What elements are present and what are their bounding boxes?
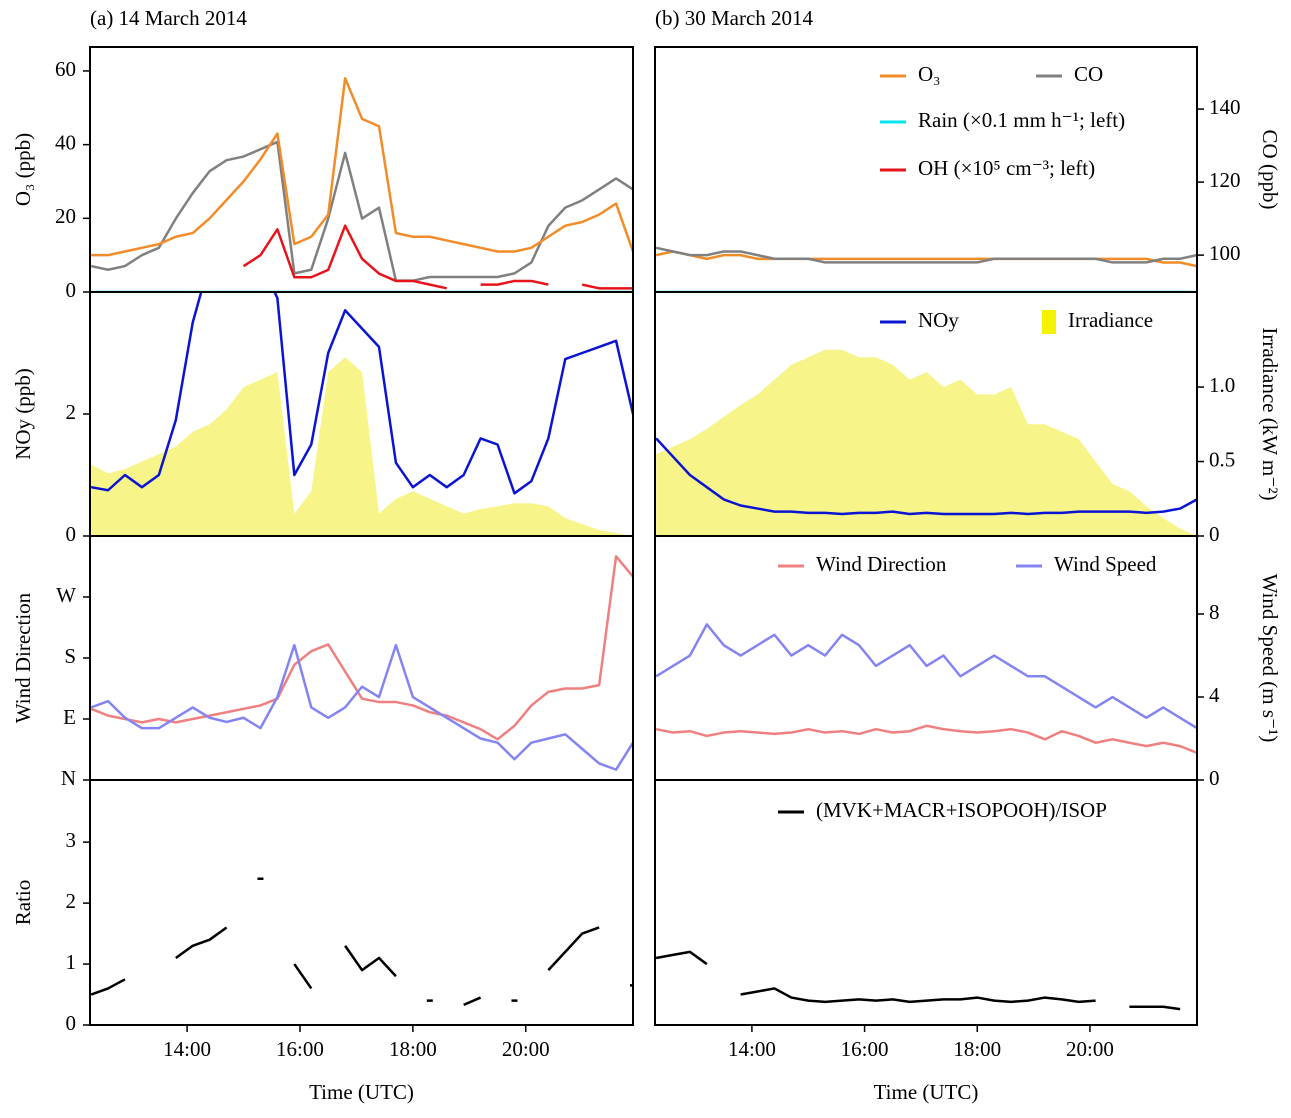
y-tick-label: N <box>61 766 76 790</box>
x-tick-label: 14:00 <box>163 1037 211 1061</box>
y2-tick-label: 4 <box>1209 683 1220 707</box>
y-tick-label: 0 <box>66 522 77 546</box>
series-line <box>90 140 633 282</box>
legend-label: NOy <box>918 308 959 332</box>
series-line <box>175 926 228 959</box>
panel-title: (a) 14 March 2014 <box>90 6 247 30</box>
series-line <box>1129 1005 1181 1011</box>
y2-tick-label: 0.5 <box>1209 447 1235 471</box>
legend-swatch <box>1042 310 1056 334</box>
y2-tick-label: 0 <box>1209 522 1220 546</box>
y-tick-label: 60 <box>55 57 76 81</box>
legend-label: Irradiance <box>1068 308 1153 332</box>
irradiance-area <box>656 349 1197 536</box>
y2-tick-label: 120 <box>1209 168 1241 192</box>
legend-label: (MVK+MACR+ISOPOOH)/ISOP <box>816 798 1107 822</box>
irradiance-area <box>91 357 633 536</box>
series-line <box>547 926 600 971</box>
x-tick-label: 20:00 <box>1066 1037 1114 1061</box>
plot-area <box>655 623 1197 755</box>
x-tick-label: 16:00 <box>276 1037 324 1061</box>
y-tick-label: 0 <box>66 1011 77 1035</box>
y-tick-label: S <box>64 644 76 668</box>
x-axis-label: Time (UTC) <box>309 1080 414 1104</box>
y-tick-label: W <box>56 583 76 607</box>
y-tick-label: 1 <box>66 950 77 974</box>
x-tick-label: 14:00 <box>728 1037 776 1061</box>
legend-label: Wind Direction <box>816 552 947 576</box>
series-line <box>655 623 1197 730</box>
y2-tick-label: 1.0 <box>1209 373 1235 397</box>
legend-label: Rain (×0.1 mm h⁻¹; left) <box>918 108 1125 132</box>
y-tick-label: E <box>63 705 76 729</box>
series-line <box>90 292 633 495</box>
plot-area <box>90 77 633 292</box>
x-tick-label: 18:00 <box>953 1037 1001 1061</box>
x-tick-label: 20:00 <box>502 1037 550 1061</box>
y-axis-label: Wind Direction <box>11 592 35 723</box>
plot-area <box>655 349 1197 536</box>
legend-label: O₃ <box>918 62 941 86</box>
y2-axis-label: Wind Speed (m s⁻¹) <box>1258 574 1282 743</box>
series-line <box>463 996 482 1007</box>
y-tick-label: 40 <box>55 130 76 154</box>
series-line <box>293 963 313 990</box>
y2-tick-label: 100 <box>1209 241 1241 265</box>
panel-frame <box>89 535 634 781</box>
x-axis-label: Time (UTC) <box>874 1080 979 1104</box>
series-line <box>90 555 633 741</box>
legend-label: CO <box>1074 62 1103 86</box>
legend-label: Wind Speed <box>1054 552 1157 576</box>
series-line <box>242 224 447 290</box>
series-line <box>90 978 126 996</box>
y-tick-label: 2 <box>66 400 77 424</box>
x-tick-label: 18:00 <box>389 1037 437 1061</box>
plot-area <box>655 246 1197 292</box>
y-axis-label: O₃ (ppb) <box>11 133 35 206</box>
series-line <box>655 250 1197 268</box>
panel-title: (b) 30 March 2014 <box>655 6 814 30</box>
series-line <box>90 643 633 771</box>
y-tick-label: 20 <box>55 204 76 228</box>
y2-axis-label: CO (ppb) <box>1258 130 1282 210</box>
plot-area <box>90 877 633 1007</box>
y2-tick-label: 0 <box>1209 766 1220 790</box>
series-line <box>655 950 708 966</box>
series-line <box>655 437 1197 516</box>
y2-axis-label: Irradiance (kW m⁻²) <box>1258 327 1282 500</box>
y-axis-label: Ratio <box>11 880 35 926</box>
y2-tick-label: 140 <box>1209 95 1241 119</box>
y-tick-label: 0 <box>66 278 77 302</box>
series-line <box>480 279 549 286</box>
legend-label: OH (×10⁵ cm⁻³; left) <box>918 156 1095 180</box>
plot-area <box>655 950 1181 1011</box>
plot-area <box>90 292 633 536</box>
series-line <box>655 246 1197 264</box>
series-line <box>344 945 397 978</box>
series-line <box>655 724 1197 755</box>
panel-frame <box>89 779 634 1026</box>
panel-frame <box>654 779 1198 1026</box>
y2-tick-label: 8 <box>1209 600 1220 624</box>
series-line <box>581 283 633 290</box>
y-axis-label: NOy (ppb) <box>11 368 35 460</box>
series-line <box>91 77 633 257</box>
y-tick-label: 3 <box>66 828 77 852</box>
y-tick-label: 2 <box>66 889 77 913</box>
series-line <box>740 987 1096 1004</box>
plot-area <box>90 555 633 771</box>
x-tick-label: 16:00 <box>841 1037 889 1061</box>
